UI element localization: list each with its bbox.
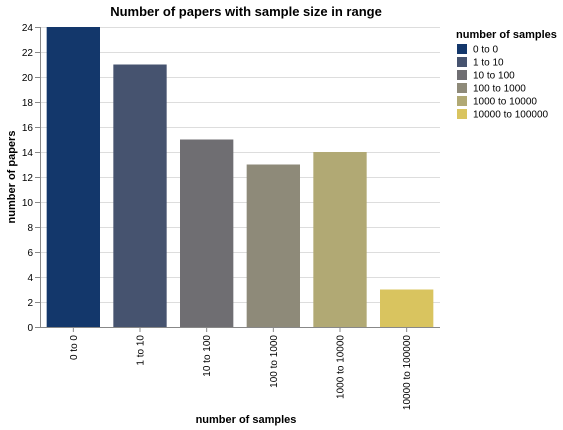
y-tick-label: 16 — [22, 123, 34, 134]
legend-swatch — [457, 109, 467, 119]
y-tick-label: 10 — [22, 198, 34, 209]
legend-label: 0 to 0 — [473, 45, 498, 56]
bar — [46, 27, 100, 327]
legend-label: 10 to 100 — [473, 71, 515, 82]
bar — [180, 139, 234, 327]
y-tick-label: 4 — [27, 273, 33, 284]
legend-swatch — [457, 96, 467, 106]
y-tick-label: 0 — [27, 323, 33, 334]
y-tick-label: 22 — [22, 48, 34, 59]
legend-swatch — [457, 57, 467, 67]
x-tick-label: 1 to 10 — [136, 335, 147, 366]
bars — [46, 27, 434, 327]
legend-entries: 0 to 0 1 to 10 10 to 100 100 to 1000 1000 to… — [457, 44, 549, 121]
legend-swatch — [457, 70, 467, 80]
x-tick-label: 10 to 100 — [202, 335, 213, 377]
y-tick-label: 14 — [22, 148, 34, 159]
bar — [113, 64, 167, 327]
y-tick-label: 18 — [22, 98, 34, 109]
bar — [246, 164, 300, 327]
legend-label: 1000 to 10000 — [473, 97, 537, 108]
legend-label: 100 to 1000 — [473, 84, 526, 95]
legend-swatch — [457, 44, 467, 54]
x-tick-label: 0 to 0 — [69, 335, 80, 360]
y-tick-label: 8 — [27, 223, 33, 234]
legend-swatch — [457, 83, 467, 93]
bar — [313, 152, 367, 327]
y-tick-label: 24 — [22, 23, 34, 34]
x-axis-title: number of samples — [196, 414, 297, 426]
legend: number of samples 0 to 0 1 to 10 10 to 100… — [456, 29, 557, 121]
legend-label: 10000 to 100000 — [473, 110, 549, 121]
chart-title: Number of papers with sample size in ran… — [110, 4, 382, 19]
x-tick-label: 1000 to 10000 — [336, 335, 347, 399]
legend-label: 1 to 10 — [473, 58, 504, 69]
bar — [380, 289, 434, 327]
x-tick-label: 10000 to 100000 — [402, 335, 413, 411]
legend-title: number of samples — [456, 29, 557, 41]
y-tick-label: 6 — [27, 248, 33, 259]
y-axis-title: number of papers — [6, 131, 18, 224]
y-tick-label: 2 — [27, 298, 33, 309]
y-tick-label: 20 — [22, 73, 34, 84]
gridlines — [40, 27, 440, 328]
x-tick-label: 100 to 1000 — [269, 335, 280, 388]
y-tick-label: 12 — [22, 173, 34, 184]
